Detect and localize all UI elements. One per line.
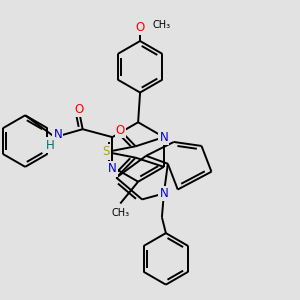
Text: O: O [74, 103, 83, 116]
Text: H: H [46, 139, 54, 152]
Text: CH₃: CH₃ [153, 20, 171, 30]
Text: S: S [103, 146, 110, 158]
Text: N: N [160, 187, 168, 200]
Text: N: N [108, 162, 117, 175]
Text: N: N [53, 128, 62, 141]
Text: O: O [116, 124, 125, 137]
Text: CH₃: CH₃ [111, 208, 129, 218]
Text: O: O [136, 21, 145, 34]
Text: N: N [160, 130, 168, 144]
